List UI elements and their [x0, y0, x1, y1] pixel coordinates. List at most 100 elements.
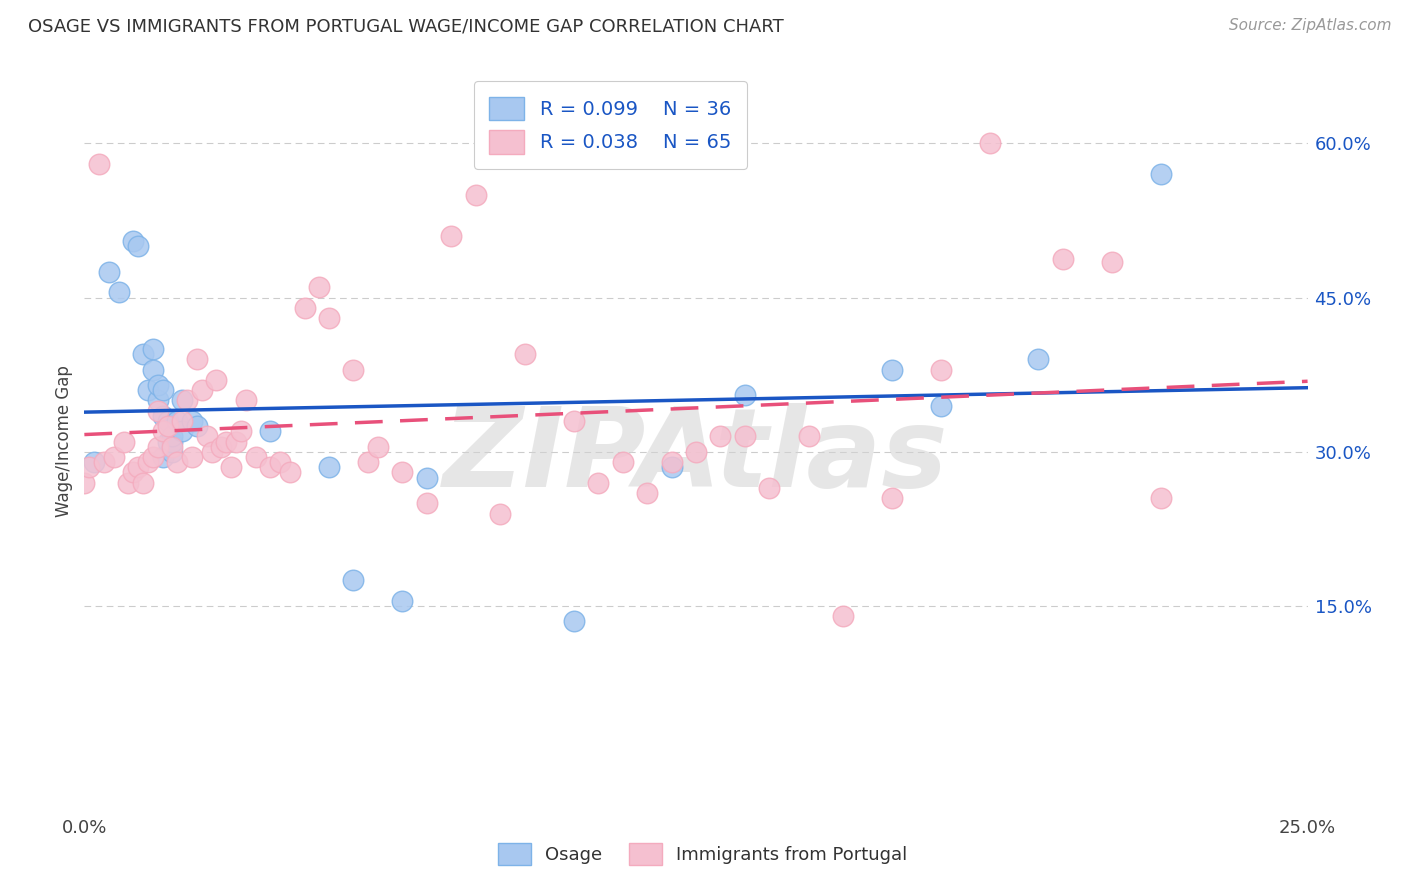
Point: [146, 440, 169, 454]
Point: [162, 445, 184, 459]
Point: [219, 460, 242, 475]
Point: [797, 429, 820, 443]
Point: [513, 347, 536, 361]
Point: [229, 424, 252, 438]
Point: [112, 434, 135, 449]
Point: [661, 460, 683, 475]
Point: [215, 434, 238, 449]
Point: [142, 342, 165, 356]
Point: [294, 301, 316, 315]
Point: [146, 403, 169, 417]
Point: [880, 491, 903, 505]
Point: [1150, 491, 1173, 505]
Point: [278, 466, 301, 480]
Point: [136, 455, 159, 469]
Point: [152, 450, 174, 464]
Point: [709, 429, 731, 443]
Point: [152, 424, 174, 438]
Point: [162, 440, 184, 454]
Point: [166, 414, 188, 428]
Point: [162, 434, 184, 449]
Point: [156, 434, 179, 449]
Point: [77, 460, 100, 475]
Point: [209, 440, 232, 454]
Y-axis label: Wage/Income Gap: Wage/Income Gap: [55, 366, 73, 517]
Point: [562, 414, 585, 428]
Point: [734, 388, 756, 402]
Point: [416, 496, 439, 510]
Point: [367, 440, 389, 454]
Point: [636, 486, 658, 500]
Point: [586, 475, 609, 490]
Point: [357, 455, 380, 469]
Point: [734, 429, 756, 443]
Point: [122, 234, 145, 248]
Point: [73, 475, 96, 490]
Text: ZIPAtlas: ZIPAtlas: [443, 403, 949, 510]
Point: [880, 362, 903, 376]
Point: [235, 393, 257, 408]
Point: [87, 157, 110, 171]
Point: [181, 450, 204, 464]
Point: [191, 383, 214, 397]
Text: Source: ZipAtlas.com: Source: ZipAtlas.com: [1229, 18, 1392, 33]
Point: [156, 419, 179, 434]
Point: [225, 434, 247, 449]
Point: [661, 455, 683, 469]
Point: [831, 609, 853, 624]
Point: [342, 362, 364, 376]
Point: [162, 429, 184, 443]
Point: [929, 362, 952, 376]
Point: [142, 362, 165, 376]
Point: [489, 507, 512, 521]
Point: [83, 455, 105, 469]
Point: [186, 419, 208, 434]
Point: [172, 393, 194, 408]
Point: [391, 594, 413, 608]
Point: [136, 383, 159, 397]
Point: [176, 393, 198, 408]
Point: [1028, 352, 1050, 367]
Point: [562, 615, 585, 629]
Point: [127, 460, 149, 475]
Point: [103, 450, 125, 464]
Point: [245, 450, 267, 464]
Point: [132, 475, 155, 490]
Point: [172, 414, 194, 428]
Point: [132, 347, 155, 361]
Point: [259, 460, 281, 475]
Point: [122, 466, 145, 480]
Point: [464, 187, 486, 202]
Point: [152, 383, 174, 397]
Point: [1101, 254, 1123, 268]
Point: [205, 373, 228, 387]
Point: [146, 378, 169, 392]
Point: [342, 574, 364, 588]
Legend: R = 0.099    N = 36, R = 0.038    N = 65: R = 0.099 N = 36, R = 0.038 N = 65: [474, 81, 747, 169]
Point: [146, 393, 169, 408]
Point: [440, 228, 463, 243]
Point: [152, 409, 174, 423]
Point: [93, 455, 115, 469]
Point: [391, 466, 413, 480]
Legend: Osage, Immigrants from Portugal: Osage, Immigrants from Portugal: [489, 834, 917, 874]
Point: [107, 285, 129, 300]
Point: [195, 429, 218, 443]
Point: [166, 455, 188, 469]
Point: [685, 445, 707, 459]
Point: [612, 455, 634, 469]
Point: [117, 475, 139, 490]
Point: [758, 481, 780, 495]
Point: [186, 352, 208, 367]
Point: [259, 424, 281, 438]
Point: [318, 311, 340, 326]
Point: [979, 136, 1001, 151]
Point: [181, 414, 204, 428]
Point: [308, 280, 330, 294]
Point: [127, 239, 149, 253]
Point: [416, 470, 439, 484]
Point: [1052, 252, 1074, 266]
Point: [156, 414, 179, 428]
Point: [97, 265, 120, 279]
Point: [269, 455, 291, 469]
